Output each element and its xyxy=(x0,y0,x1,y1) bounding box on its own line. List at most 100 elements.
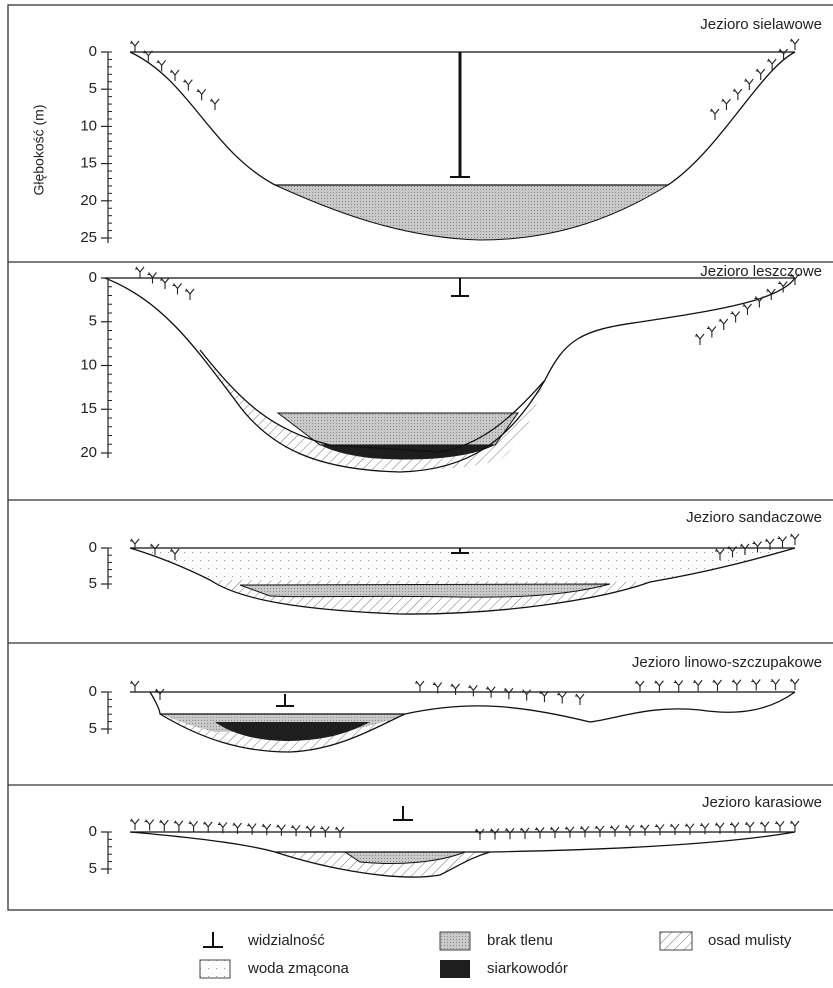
plant xyxy=(505,827,515,840)
plant xyxy=(521,689,532,701)
plant xyxy=(188,820,199,833)
y-tick-label: 0 xyxy=(89,269,97,286)
plant xyxy=(727,546,737,558)
plant xyxy=(173,820,184,832)
y-tick-label: 15 xyxy=(80,155,97,172)
plant xyxy=(673,680,684,692)
plant xyxy=(595,825,605,837)
plant xyxy=(693,679,703,692)
y-tick-label: 25 xyxy=(80,229,97,246)
plant xyxy=(706,326,717,338)
plant xyxy=(654,680,664,692)
plant xyxy=(778,281,788,293)
y-tick-label: 5 xyxy=(89,575,97,592)
y-tick-label: 20 xyxy=(80,444,97,461)
plant xyxy=(730,822,740,834)
plant xyxy=(130,40,140,52)
legend-symbol xyxy=(659,931,693,951)
plant xyxy=(730,311,741,323)
plant xyxy=(710,108,720,120)
y-axis-label: Głębokość (m) xyxy=(31,104,47,195)
plant xyxy=(740,543,750,555)
plant xyxy=(130,680,140,692)
lake-profile xyxy=(104,277,796,473)
y-tick-label: 10 xyxy=(80,356,97,373)
plant xyxy=(745,821,755,834)
plant xyxy=(159,819,169,832)
plant xyxy=(732,88,743,100)
plant xyxy=(172,283,182,295)
y-tick-label: 5 xyxy=(89,720,97,737)
plant xyxy=(575,693,585,705)
plant xyxy=(539,690,549,703)
legend: widzialność woda zmącona brak tlenu siar… xyxy=(199,931,792,979)
y-tick-label: 5 xyxy=(89,80,97,97)
plant xyxy=(635,680,645,692)
plant xyxy=(731,679,742,691)
legend-label: widzialność xyxy=(247,932,325,949)
plant xyxy=(335,826,345,838)
plant xyxy=(751,679,761,691)
plant xyxy=(196,88,207,101)
panel-title: Jezioro sielawowe xyxy=(700,16,822,33)
legend-symbol xyxy=(440,960,470,978)
frames xyxy=(7,4,833,911)
plant xyxy=(432,682,443,694)
plant xyxy=(695,333,705,345)
plant xyxy=(144,819,155,831)
plant xyxy=(160,277,170,289)
y-tick-label: 0 xyxy=(89,683,97,700)
vegetation xyxy=(130,38,800,840)
plant xyxy=(790,38,800,50)
plant xyxy=(210,98,220,110)
plant xyxy=(610,825,620,837)
plant xyxy=(765,538,775,550)
y-tick-label: 15 xyxy=(80,400,97,417)
plant xyxy=(760,821,770,833)
plant xyxy=(203,821,213,833)
lake-profile xyxy=(129,806,796,878)
plant xyxy=(742,303,752,315)
plant xyxy=(183,79,193,91)
plant xyxy=(247,823,257,835)
lake-profile xyxy=(129,547,796,615)
y-tick-label: 20 xyxy=(80,192,97,209)
plant xyxy=(503,687,514,700)
plant xyxy=(475,828,485,840)
plant xyxy=(170,548,180,560)
plant xyxy=(790,273,800,285)
plant xyxy=(147,272,157,284)
plant xyxy=(150,543,160,555)
plant xyxy=(486,686,496,698)
plant xyxy=(276,824,286,836)
plant xyxy=(565,826,575,838)
plant xyxy=(744,78,754,90)
legend-symbol xyxy=(199,959,231,979)
plant xyxy=(767,58,777,70)
plant xyxy=(700,822,710,835)
plant xyxy=(520,827,530,839)
plant xyxy=(130,538,140,550)
legend-label: osad mulisty xyxy=(708,932,792,949)
plant xyxy=(143,50,153,62)
plant xyxy=(261,823,272,836)
plant xyxy=(468,684,478,697)
plant xyxy=(130,818,140,830)
plant xyxy=(790,678,800,690)
legend-label: woda zmącona xyxy=(247,960,350,977)
y-tick-label: 10 xyxy=(80,117,97,134)
y-tick-label: 5 xyxy=(89,313,97,330)
plant xyxy=(217,822,228,834)
plant xyxy=(790,533,800,545)
plant xyxy=(557,692,567,704)
panel-title: Jezioro sandaczowe xyxy=(686,509,822,526)
plant xyxy=(670,823,680,836)
plant xyxy=(450,683,460,695)
panel-title: Jezioro leszczowe xyxy=(700,263,822,280)
y-tick-label: 0 xyxy=(89,43,97,60)
plant xyxy=(718,318,729,330)
plant xyxy=(752,541,762,553)
plant xyxy=(685,823,695,835)
plant xyxy=(640,824,650,836)
